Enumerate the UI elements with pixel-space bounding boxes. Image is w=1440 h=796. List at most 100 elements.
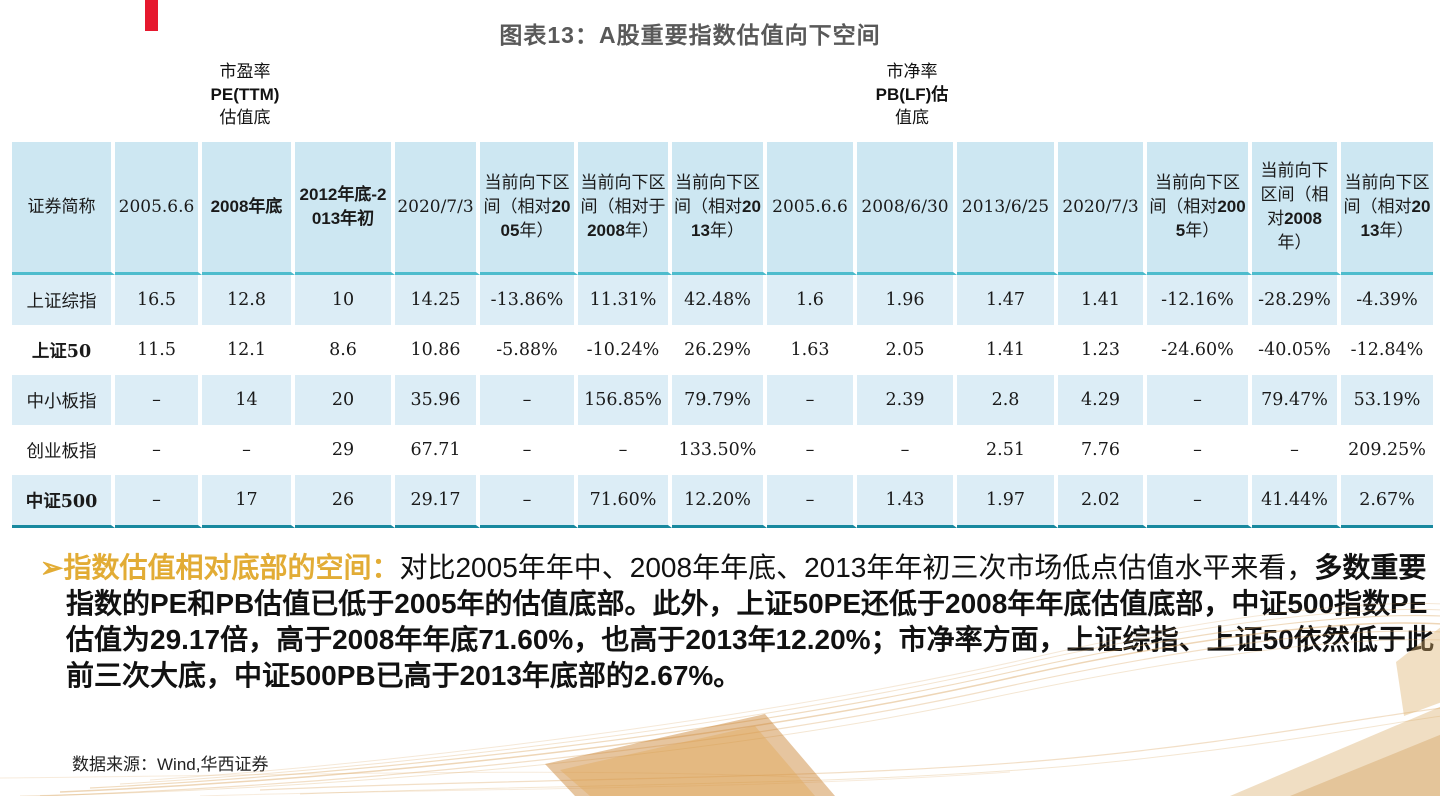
table-row: 中小板指 –14 20 35.96–156.85% 79.79% –2.39 2.8 4.29…	[12, 375, 1433, 425]
column-header: 当前向下区间（相对2008年）	[1252, 142, 1341, 275]
table-cell: 12.8	[202, 275, 295, 325]
table-cell: –	[767, 375, 857, 425]
table-cell: 42.48%	[672, 275, 767, 325]
table-cell: 26	[295, 475, 395, 528]
table-cell: 133.50%	[672, 425, 767, 475]
column-header: 当前向下区间（相对2013年）	[1341, 142, 1433, 275]
column-header: 当前向下区间（相对2005年）	[480, 142, 578, 275]
table-cell: 41.44%	[1252, 475, 1341, 528]
table-row: 中证500–17 26 29.17–71.60% 12.20% –1.43 1.97 2.0…	[12, 475, 1433, 528]
table-cell: 53.19%	[1341, 375, 1433, 425]
table-cell: -24.60%	[1147, 325, 1252, 375]
commentary-lead: 指数估值相对底部的空间：	[63, 552, 400, 583]
table-cell: 1.47	[957, 275, 1058, 325]
pb-label-line3: 值底	[895, 108, 929, 127]
commentary: ➢指数估值相对底部的空间：对比2005年年中、2008年年底、2013年年初三次…	[40, 550, 1434, 694]
red-accent-bar	[145, 0, 158, 31]
row-label: 中证500	[12, 475, 115, 528]
table-cell: 29.17	[395, 475, 480, 528]
pe-label-line2: PE(TTM)	[210, 85, 280, 104]
column-header-name: 证券简称	[12, 142, 115, 275]
column-header: 2005.6.6	[115, 142, 202, 275]
table-cell: –	[1147, 375, 1252, 425]
table-cell: 14	[202, 375, 295, 425]
table-cell: 10	[295, 275, 395, 325]
chart-title: 图表13：A股重要指数估值向下空间	[499, 22, 881, 48]
table-cell: -5.88%	[480, 325, 578, 375]
table-cell: 35.96	[395, 375, 480, 425]
table-cell: –	[115, 475, 202, 528]
table-cell: 1.6	[767, 275, 857, 325]
table-cell: –	[1147, 425, 1252, 475]
table-cell: 14.25	[395, 275, 480, 325]
table-cell: -4.39%	[1341, 275, 1433, 325]
table-cell: 11.31%	[578, 275, 672, 325]
column-header: 2005.6.6	[767, 142, 857, 275]
table-cell: -12.16%	[1147, 275, 1252, 325]
table-cell: 156.85%	[578, 375, 672, 425]
table-cell: –	[857, 425, 957, 475]
table-cell: –	[578, 425, 672, 475]
row-label: 上证综指	[12, 275, 115, 325]
table-cell: 17	[202, 475, 295, 528]
table-header-row: 证券简称 2005.6.6 2008年底 2012年底-2013年初 2020/7/3 当…	[12, 142, 1433, 275]
column-header: 当前向下区间（相对2005年）	[1147, 142, 1252, 275]
column-header: 当前向下区间（相对于2008年）	[578, 142, 672, 275]
table-cell: 2.39	[857, 375, 957, 425]
table-cell: 4.29	[1058, 375, 1147, 425]
table-cell: 2.05	[857, 325, 957, 375]
pe-label-line1: 市盈率	[219, 62, 271, 81]
table-cell: 2.8	[957, 375, 1058, 425]
table-cell: 1.97	[957, 475, 1058, 528]
table-cell: –	[115, 425, 202, 475]
table-cell: –	[480, 475, 578, 528]
table-cell: 26.29%	[672, 325, 767, 375]
table-cell: -13.86%	[480, 275, 578, 325]
pe-section-label: 市盈率 PE(TTM) 估值底	[170, 60, 320, 129]
table-cell: –	[767, 425, 857, 475]
table-cell: 7.76	[1058, 425, 1147, 475]
column-header: 2013/6/25	[957, 142, 1058, 275]
table-cell: –	[480, 425, 578, 475]
table-cell: 12.20%	[672, 475, 767, 528]
bullet-arrow-icon: ➢	[40, 552, 64, 583]
table-cell: 1.63	[767, 325, 857, 375]
table-cell: 1.23	[1058, 325, 1147, 375]
table-cell: –	[480, 375, 578, 425]
row-label: 创业板指	[12, 425, 115, 475]
table-cell: –	[767, 475, 857, 528]
table-row: 创业板指 – –29 67.71– –133.50% – –2.51 7.76– –209.25…	[12, 425, 1433, 475]
commentary-normal: 对比2005年年中、2008年年底、2013年年初三次市场低点估值水平来看，	[399, 552, 1315, 583]
column-header: 当前向下区间（相对2013年）	[672, 142, 767, 275]
table-cell: -28.29%	[1252, 275, 1341, 325]
table-cell: –	[1147, 475, 1252, 528]
table-cell: 71.60%	[578, 475, 672, 528]
table-cell: 1.96	[857, 275, 957, 325]
table-cell: 16.5	[115, 275, 202, 325]
table-cell: 8.6	[295, 325, 395, 375]
table-cell: 10.86	[395, 325, 480, 375]
table-row: 上证50 11.5 12.1 8.6 10.86 -5.88% -10.24% 26.29% 1…	[12, 325, 1433, 375]
table-cell: –	[115, 375, 202, 425]
table-cell: 11.5	[115, 325, 202, 375]
row-label: 中小板指	[12, 375, 115, 425]
table-cell: 12.1	[202, 325, 295, 375]
table-cell: 79.79%	[672, 375, 767, 425]
row-label: 上证50	[12, 325, 115, 375]
table-cell: 2.51	[957, 425, 1058, 475]
table-cell: 1.41	[957, 325, 1058, 375]
table-cell: 1.43	[857, 475, 957, 528]
pe-label-line3: 估值底	[219, 108, 271, 127]
table-cell: 209.25%	[1341, 425, 1433, 475]
table-cell: –	[1252, 425, 1341, 475]
column-header: 2020/7/3	[395, 142, 480, 275]
valuation-table: 证券简称 2005.6.6 2008年底 2012年底-2013年初 2020/7/3 当…	[12, 142, 1433, 528]
table-cell: –	[202, 425, 295, 475]
pb-section-label: 市净率 PB(LF)估 值底	[837, 60, 987, 129]
table-row: 上证综指 16.5 12.8 10 14.25 -13.86% 11.31% 42.48% 1.…	[12, 275, 1433, 325]
table-cell: 20	[295, 375, 395, 425]
column-header: 2008/6/30	[857, 142, 957, 275]
data-source: 数据来源：Wind,华西证券	[72, 755, 269, 774]
column-header: 2008年底	[202, 142, 295, 275]
